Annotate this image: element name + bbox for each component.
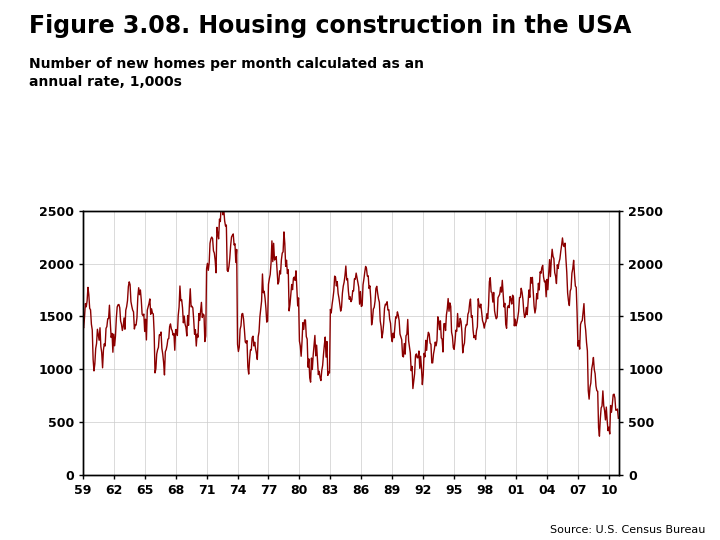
Text: Figure 3.08. Housing construction in the USA: Figure 3.08. Housing construction in the… (29, 14, 631, 37)
Text: SVERIGES
RIKSBANK: SVERIGES RIKSBANK (646, 84, 690, 105)
Text: Number of new homes per month calculated as an
annual rate, 1,000s: Number of new homes per month calculated… (29, 57, 424, 89)
Text: Source: U.S. Census Bureau: Source: U.S. Census Bureau (550, 524, 706, 535)
